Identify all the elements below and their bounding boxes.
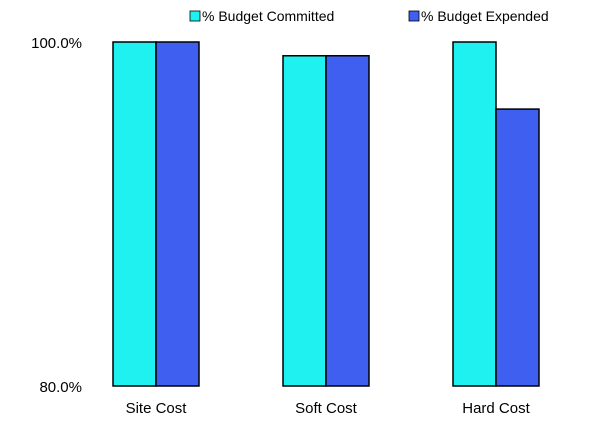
bars bbox=[112, 41, 540, 387]
y-tick-label: 100.0% bbox=[31, 35, 82, 52]
y-axis: 80.0% 100.0% bbox=[31, 35, 82, 396]
bar-committed-hard-cost bbox=[452, 41, 497, 387]
y-tick-label: 80.0% bbox=[39, 379, 82, 396]
legend: % Budget Committed % Budget Expended bbox=[189, 8, 549, 24]
x-tick-label: Site Cost bbox=[126, 400, 188, 417]
bar-committed-soft-cost bbox=[282, 55, 327, 387]
legend-swatch bbox=[189, 10, 201, 22]
x-tick-label: Soft Cost bbox=[295, 400, 358, 417]
bar-expended-site-cost bbox=[155, 41, 200, 387]
x-tick-label: Hard Cost bbox=[462, 400, 530, 417]
bar-committed-site-cost bbox=[112, 41, 157, 387]
bar-expended-soft-cost bbox=[325, 55, 370, 387]
x-axis: Site Cost Soft Cost Hard Cost bbox=[126, 400, 531, 417]
legend-swatch bbox=[408, 10, 420, 22]
bar-expended-hard-cost bbox=[495, 108, 540, 387]
legend-label: % Budget Committed bbox=[202, 8, 334, 24]
legend-label: % Budget Expended bbox=[421, 8, 549, 24]
